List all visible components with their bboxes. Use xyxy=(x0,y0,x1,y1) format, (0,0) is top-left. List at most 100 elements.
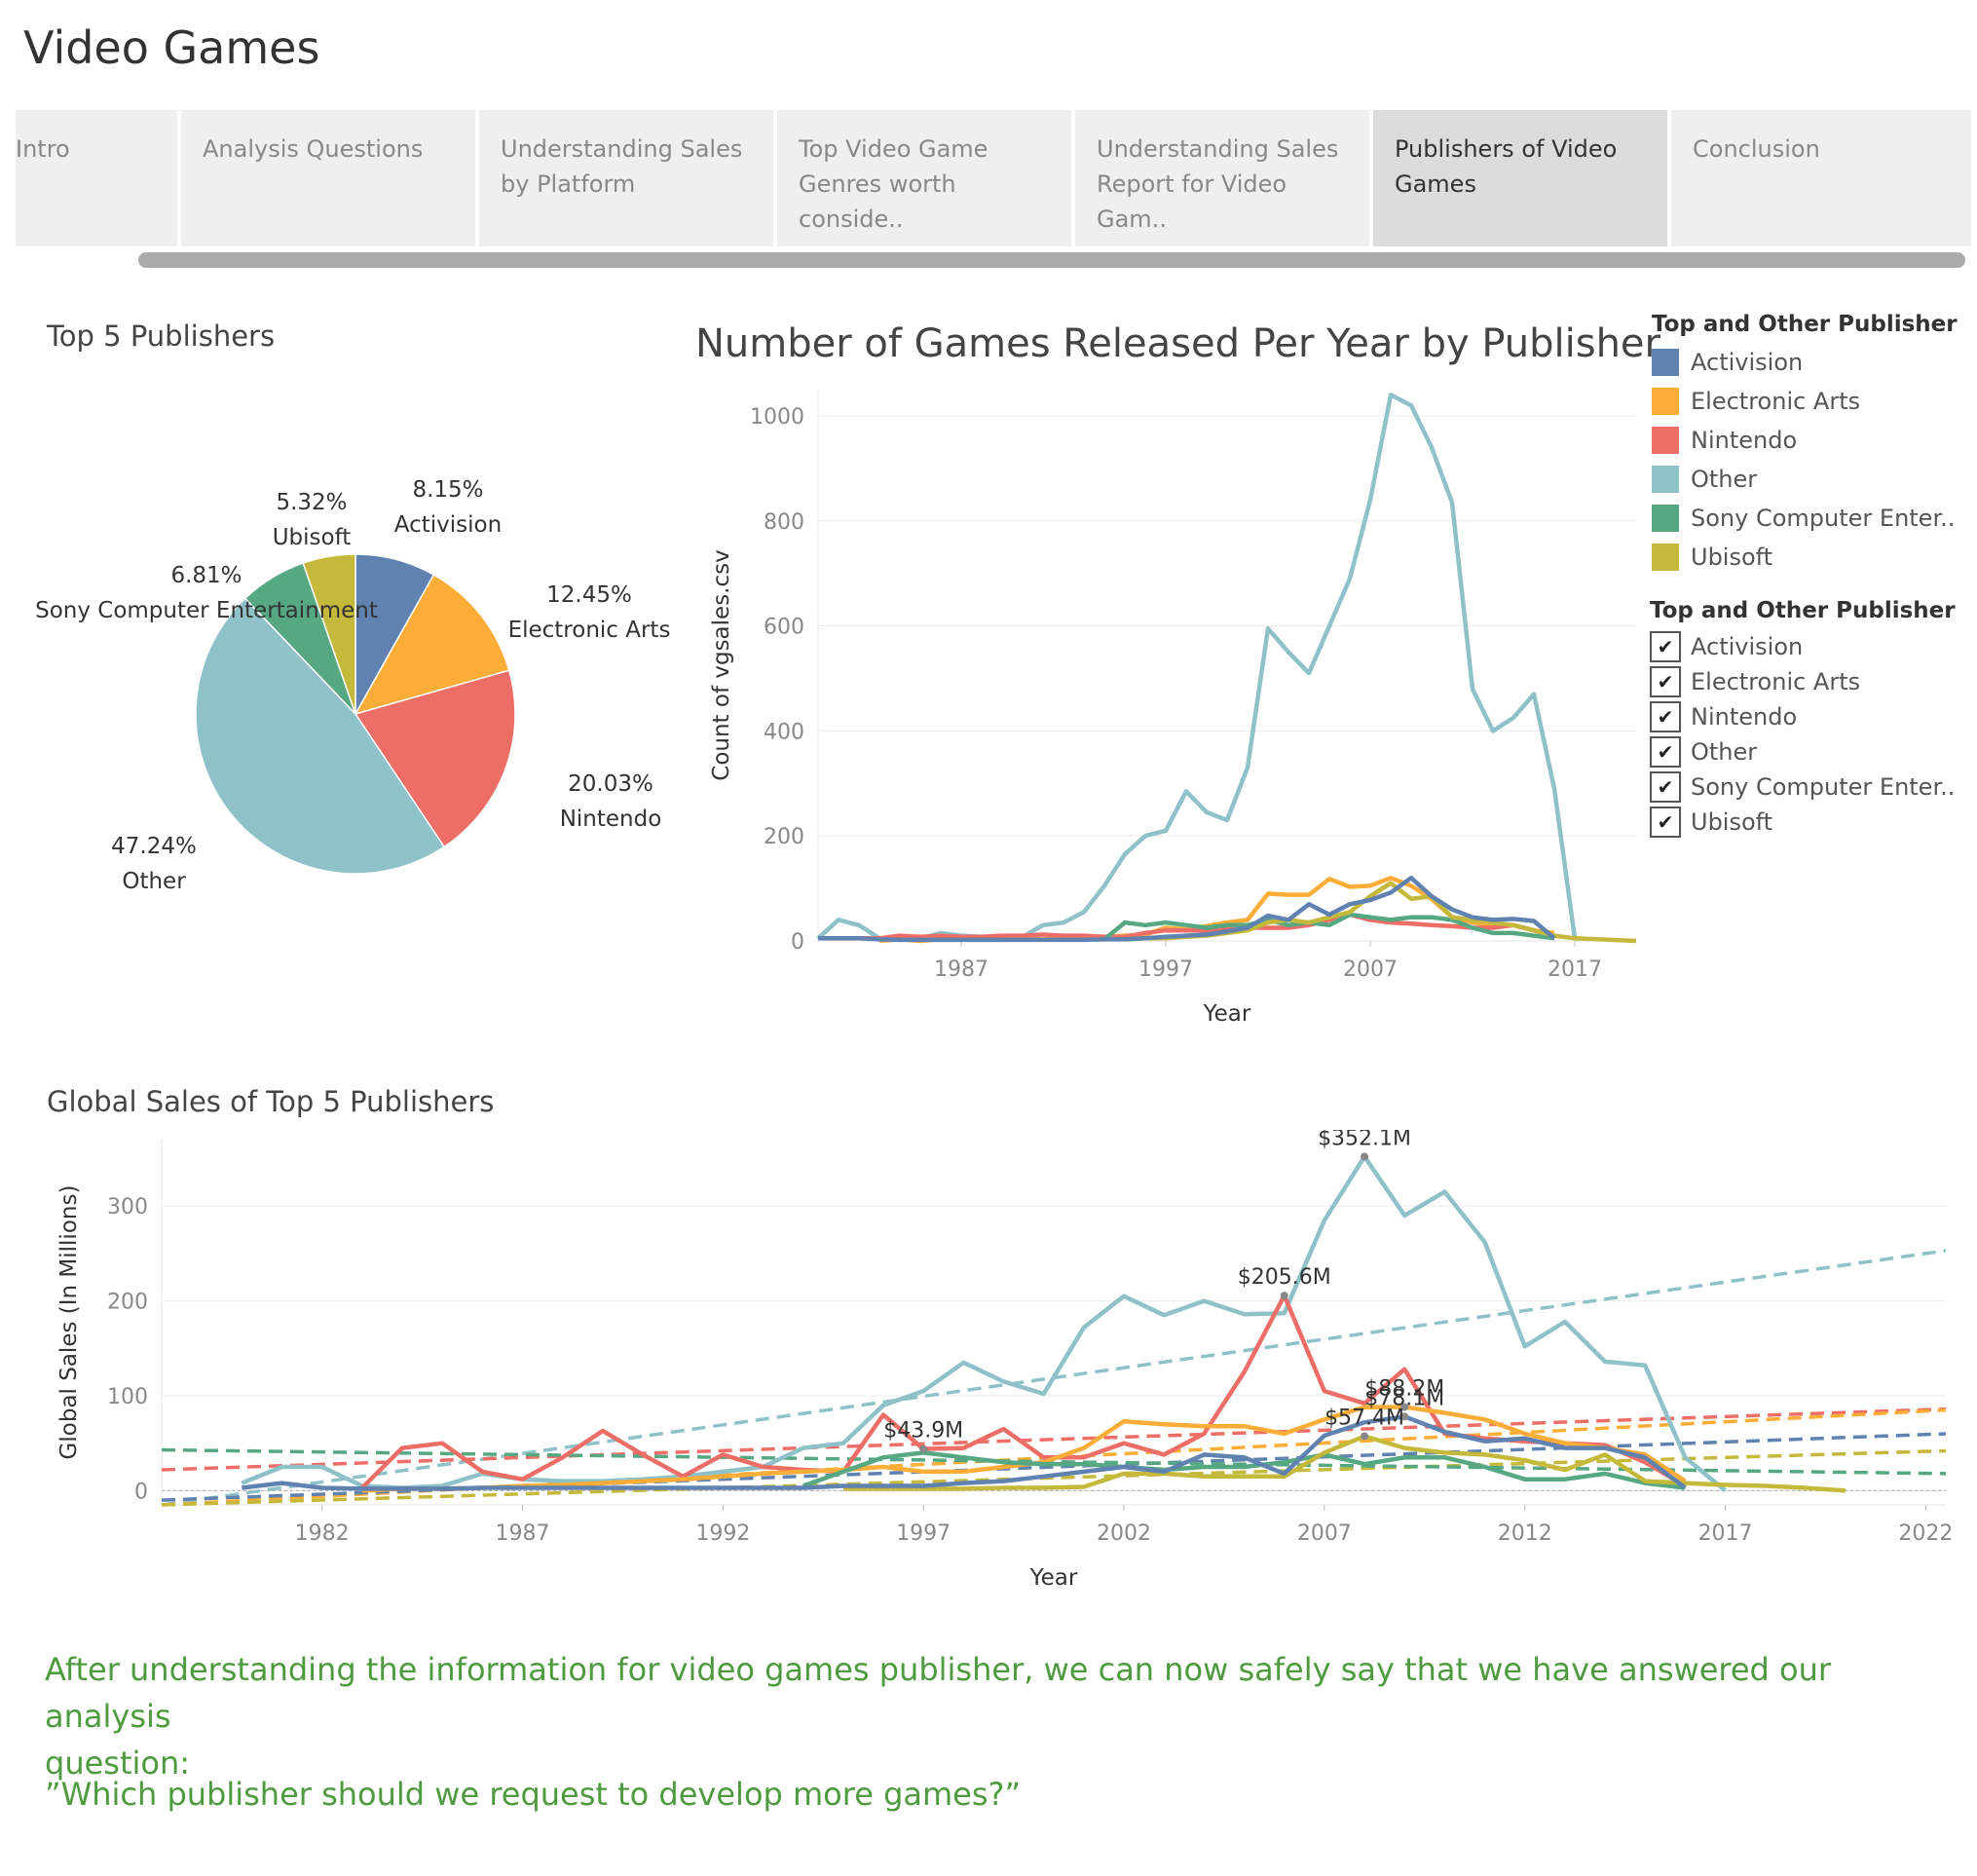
legend-item-nintendo[interactable]: Nintendo xyxy=(1652,421,1963,460)
trend-line-sony-computer-entertainment xyxy=(161,1447,1947,1476)
x-axis-label: Year xyxy=(1029,1565,1078,1591)
check-icon[interactable]: ✔ xyxy=(1650,666,1681,697)
y-tick-label: 300 xyxy=(107,1195,148,1219)
x-tick-label: 2022 xyxy=(1898,1521,1953,1546)
legend-item-electronic-arts[interactable]: Electronic Arts xyxy=(1652,382,1963,421)
pie-label-name: Nintendo xyxy=(560,807,662,832)
page-title: Video Games xyxy=(23,21,320,74)
x-tick-label: 2017 xyxy=(1548,957,1602,982)
y-tick-label: 200 xyxy=(764,825,804,849)
legend-label: Ubisoft xyxy=(1691,544,1773,571)
tab-label-line2: Report for Video Gam.. xyxy=(1097,170,1287,233)
legend-swatch xyxy=(1652,505,1679,532)
y-axis-label: Count of vgsales.csv xyxy=(709,549,734,780)
tab-sales-by-platform[interactable]: Understanding Sales by Platform xyxy=(479,110,773,246)
annotation-label: $43.9M xyxy=(883,1419,963,1444)
conclusion-note: After understanding the information for … xyxy=(45,1646,1915,1786)
filter-item-nintendo[interactable]: ✔ Nintendo xyxy=(1650,699,1961,734)
legend-title: Top and Other Publisher xyxy=(1652,312,1958,337)
story-tabs: Intro Analysis Questions Understanding S… xyxy=(16,110,1971,246)
legend-item-other[interactable]: Other xyxy=(1652,460,1963,499)
sales-chart-title: Global Sales of Top 5 Publishers xyxy=(47,1085,495,1118)
pie-label-percent: 8.15% xyxy=(412,477,483,503)
y-tick-label: 600 xyxy=(764,616,804,640)
pie-slice-nintendo xyxy=(354,669,516,848)
trend-line-electronic-arts xyxy=(161,1407,1947,1507)
annotation-marker xyxy=(1400,1403,1409,1411)
filter-label: Nintendo xyxy=(1691,703,1798,731)
tab-conclusion[interactable]: Conclusion xyxy=(1671,110,1971,246)
legend-swatch xyxy=(1652,388,1679,415)
annotation-label: $352.1M xyxy=(1318,1130,1411,1150)
filter-item-sony[interactable]: ✔ Sony Computer Enter.. xyxy=(1650,769,1961,805)
legend-label: Electronic Arts xyxy=(1691,388,1861,415)
tab-intro[interactable]: Intro xyxy=(16,110,177,246)
legend-item-activision[interactable]: Activision xyxy=(1652,343,1963,382)
y-tick-label: 100 xyxy=(107,1385,148,1409)
series-line-activision xyxy=(818,876,1556,943)
legend-swatch xyxy=(1652,466,1679,493)
tab-label-line1: Top Video Game xyxy=(799,135,988,163)
pie-title: Top 5 Publishers xyxy=(47,319,276,353)
annotation-marker xyxy=(1361,1152,1369,1161)
legend-label: Nintendo xyxy=(1691,427,1798,454)
annotation-marker xyxy=(1361,1432,1369,1441)
pie-label-name: Electronic Arts xyxy=(508,618,671,643)
check-icon[interactable]: ✔ xyxy=(1650,771,1681,803)
tab-label-line1: Understanding Sales xyxy=(501,135,743,163)
filter-item-activision[interactable]: ✔ Activision xyxy=(1650,629,1961,664)
legend-swatch xyxy=(1652,427,1679,454)
pie-label-percent: 6.81% xyxy=(170,563,242,588)
annotation-marker xyxy=(919,1445,928,1453)
filter-item-ubisoft[interactable]: ✔ Ubisoft xyxy=(1650,805,1961,840)
releases-chart: 0 200 400 600 800 1000 1987 1997 2007 2017 Year Cou… xyxy=(709,390,1637,1027)
releases-chart-title: Number of Games Released Per Year by Pub… xyxy=(695,321,1660,366)
pie-label-percent: 5.32% xyxy=(276,490,347,515)
annotation-marker xyxy=(1400,1412,1409,1421)
pie-slice-other xyxy=(195,597,446,875)
check-icon[interactable]: ✔ xyxy=(1650,631,1681,662)
tab-label-line1: Publishers of Video xyxy=(1395,135,1618,163)
x-tick-label: 1997 xyxy=(896,1521,951,1546)
trend-line-activision xyxy=(161,1432,1947,1502)
tab-sales-report[interactable]: Understanding Sales Report for Video Gam… xyxy=(1075,110,1369,246)
x-tick-label: 2017 xyxy=(1698,1521,1753,1546)
annotation-label: $205.6M xyxy=(1238,1265,1331,1290)
x-tick-label: 1997 xyxy=(1138,957,1193,982)
legend-swatch xyxy=(1652,349,1679,376)
x-tick-label: 2007 xyxy=(1343,957,1398,982)
pie-chart: 8.15% Activision 12.45% Electronic Arts 20.0… xyxy=(35,477,671,894)
legend-item-sony[interactable]: Sony Computer Enter.. xyxy=(1652,499,1963,538)
tab-label-line2: Genres worth conside.. xyxy=(799,170,956,233)
y-tick-label: 0 xyxy=(134,1480,148,1504)
check-icon[interactable]: ✔ xyxy=(1650,701,1681,732)
analysis-question: ”Which publisher should we request to de… xyxy=(45,1776,1022,1813)
tab-label-line1: Understanding Sales xyxy=(1097,135,1339,163)
tab-top-genres[interactable]: Top Video Game Genres worth conside.. xyxy=(777,110,1071,246)
annotation-label: $78.1M xyxy=(1364,1386,1444,1410)
x-tick-label: 2007 xyxy=(1297,1521,1352,1546)
pie-slice-electronic-arts xyxy=(354,574,510,716)
legend-label: Activision xyxy=(1691,349,1804,376)
legend-item-ubisoft[interactable]: Ubisoft xyxy=(1652,538,1963,577)
y-tick-label: 400 xyxy=(764,720,804,744)
tabs-scrollbar[interactable] xyxy=(138,252,1965,268)
y-tick-label: 0 xyxy=(791,930,804,955)
filter-item-other[interactable]: ✔ Other xyxy=(1650,734,1961,769)
tab-label-line2: by Platform xyxy=(501,170,636,198)
x-tick-label: 2012 xyxy=(1498,1521,1552,1546)
series-line-other xyxy=(816,393,1578,943)
filter-item-electronic-arts[interactable]: ✔ Electronic Arts xyxy=(1650,664,1961,699)
legend-label: Sony Computer Enter.. xyxy=(1691,505,1956,532)
annotation-label: $88.2M xyxy=(1364,1376,1444,1401)
filter-label: Sony Computer Enter.. xyxy=(1691,773,1956,801)
x-tick-label: 1987 xyxy=(496,1521,550,1546)
y-tick-label: 1000 xyxy=(750,405,804,430)
series-line-activision xyxy=(242,1414,1687,1491)
check-icon[interactable]: ✔ xyxy=(1650,736,1681,768)
pie-label-name: Activision xyxy=(394,512,502,538)
check-icon[interactable]: ✔ xyxy=(1650,807,1681,838)
color-legend: Top and Other Publisher Activision Elect… xyxy=(1652,312,1963,577)
tab-publishers[interactable]: Publishers of Video Games xyxy=(1373,110,1667,246)
tab-analysis-questions[interactable]: Analysis Questions xyxy=(181,110,475,246)
